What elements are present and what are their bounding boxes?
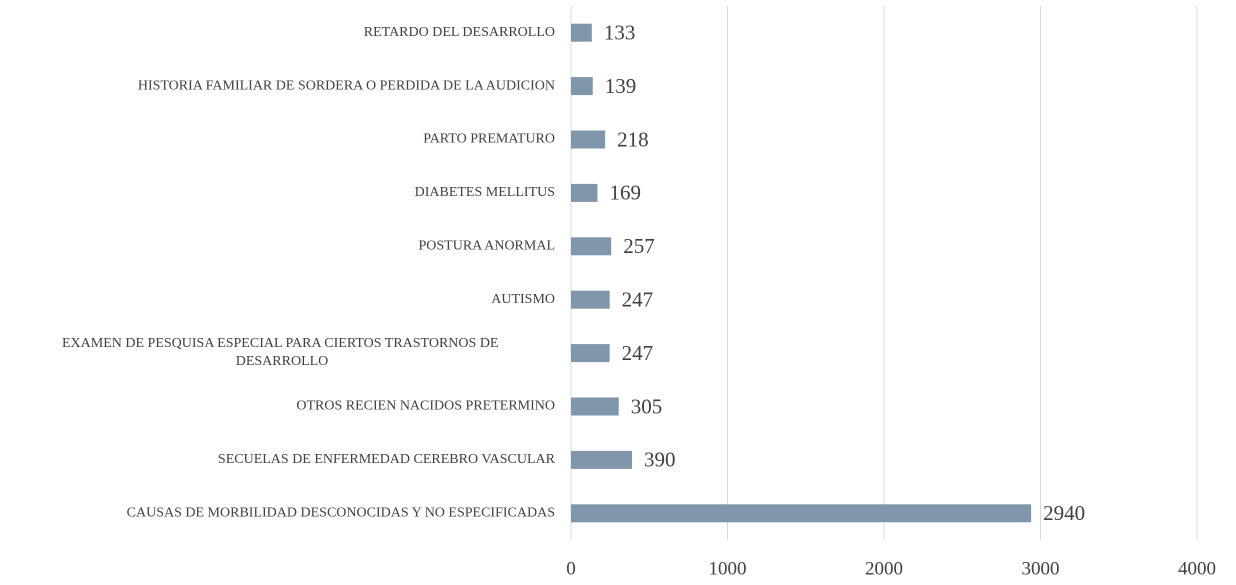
value-label: 169 xyxy=(609,181,641,205)
value-label: 257 xyxy=(623,234,655,258)
category-label: RETARDO DEL DESARROLLO xyxy=(364,25,555,40)
value-label: 133 xyxy=(604,21,636,45)
value-label: 218 xyxy=(617,127,649,151)
bar xyxy=(571,130,606,149)
value-label: 139 xyxy=(605,74,637,98)
category-label: OTROS RECIEN NACIDOS PRETERMINO xyxy=(296,399,555,414)
x-tick-label: 1000 xyxy=(709,558,747,579)
value-label: 305 xyxy=(631,394,663,418)
bar xyxy=(571,290,610,309)
category-label: AUTISMO xyxy=(491,292,555,307)
value-label: 247 xyxy=(622,341,654,365)
bar xyxy=(571,77,593,96)
x-tick-label: 2000 xyxy=(865,558,903,579)
category-label: EXAMEN DE PESQUISA ESPECIAL PARA CIERTOS… xyxy=(62,336,502,369)
bar xyxy=(571,504,1032,523)
bar xyxy=(571,23,592,42)
category-label: HISTORIA FAMILIAR DE SORDERA O PERDIDA D… xyxy=(138,78,555,93)
category-label: DIABETES MELLITUS xyxy=(415,185,555,200)
bar xyxy=(571,344,610,363)
bar xyxy=(571,450,633,469)
value-label: 2940 xyxy=(1043,501,1085,525)
bar xyxy=(571,397,619,416)
bar xyxy=(571,237,612,256)
category-label: PARTO PREMATURO xyxy=(423,132,555,147)
bar xyxy=(571,183,598,202)
x-tick-label: 0 xyxy=(566,558,576,579)
category-label: POSTURA ANORMAL xyxy=(418,239,555,254)
x-tick-label: 4000 xyxy=(1178,558,1216,579)
category-label: SECUELAS DE ENFERMEDAD CEREBRO VASCULAR xyxy=(218,452,556,467)
x-tick-label: 3000 xyxy=(1022,558,1060,579)
category-label: CAUSAS DE MORBILIDAD DESCONOCIDAS Y NO E… xyxy=(127,506,555,521)
value-label: 247 xyxy=(622,288,654,312)
value-label: 390 xyxy=(644,448,676,472)
